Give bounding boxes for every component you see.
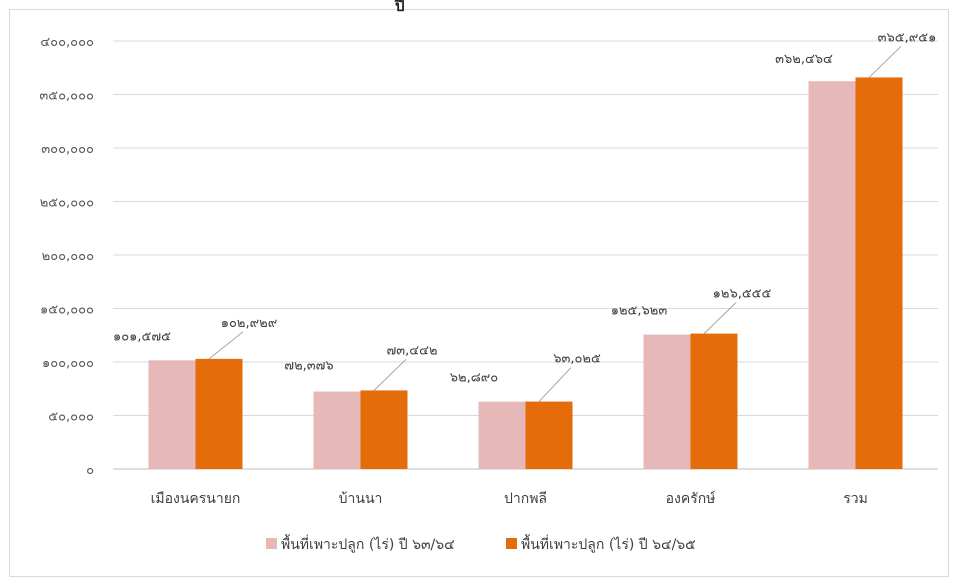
bar — [148, 360, 196, 469]
data-label: ๑๐๒,๙๒๙ — [221, 316, 278, 331]
data-label-leader — [538, 367, 572, 402]
y-tick-label: ๓๕๐,๐๐๐ — [39, 89, 94, 104]
x-tick-label: รวม — [843, 491, 868, 507]
bar — [313, 391, 361, 469]
data-label: ๖๒,๘๙๐ — [450, 371, 499, 386]
bar — [195, 358, 243, 469]
y-tick-label: ๐ — [86, 463, 94, 478]
data-label-leader — [703, 302, 737, 334]
data-label: ๑๒๖,๕๕๕ — [713, 287, 772, 302]
data-label: ๓๖๒,๔๖๔ — [775, 52, 833, 67]
x-tick-label: องครักษ์ — [666, 490, 716, 507]
y-tick-label: ๒๐๐,๐๐๐ — [42, 249, 94, 264]
data-label: ๖๓,๐๒๕ — [553, 352, 601, 367]
y-tick-label: ๕๐,๐๐๐ — [48, 410, 94, 425]
data-label: ๗๓,๔๔๒ — [386, 343, 437, 358]
data-label: ๗๒,๓๗๖ — [284, 359, 333, 374]
y-tick-label: ๑๐๐,๐๐๐ — [42, 356, 94, 371]
bar — [525, 401, 573, 469]
legend-label: พื้นที่เพาะปลูก (ไร่) ปี ๖๓/๖๔ — [281, 534, 455, 553]
bar — [808, 81, 856, 470]
data-label: ๑๐๑,๕๗๕ — [113, 329, 171, 344]
data-label: ๑๒๕,๖๒๓ — [611, 304, 668, 319]
y-tick-label: ๑๕๐,๐๐๐ — [40, 303, 94, 318]
chart-title: ปี — [395, 0, 405, 15]
bar — [478, 401, 526, 469]
legend-label: พื้นที่เพาะปลูก (ไร่) ปี ๖๔/๖๕ — [521, 534, 696, 553]
x-tick-label: ปากพลี — [504, 491, 547, 507]
chart-frame — [9, 9, 949, 577]
y-tick-label: ๓๐๐,๐๐๐ — [41, 142, 94, 157]
legend-swatch — [266, 538, 277, 549]
bar — [855, 77, 903, 469]
y-tick-label: ๔๐๐,๐๐๐ — [40, 35, 94, 50]
legend-swatch — [506, 538, 517, 549]
x-tick-label: เมืองนครนายก — [151, 491, 241, 507]
data-label-leader — [868, 46, 902, 78]
bar — [690, 333, 738, 469]
y-tick-label: ๒๕๐,๐๐๐ — [40, 196, 94, 211]
bar — [643, 334, 691, 469]
x-tick-label: บ้านนา — [339, 491, 383, 507]
data-label-leader — [208, 331, 244, 360]
bar — [360, 390, 408, 469]
data-label: ๓๖๕,๙๕๑ — [878, 30, 937, 45]
data-label-leader — [373, 359, 407, 391]
